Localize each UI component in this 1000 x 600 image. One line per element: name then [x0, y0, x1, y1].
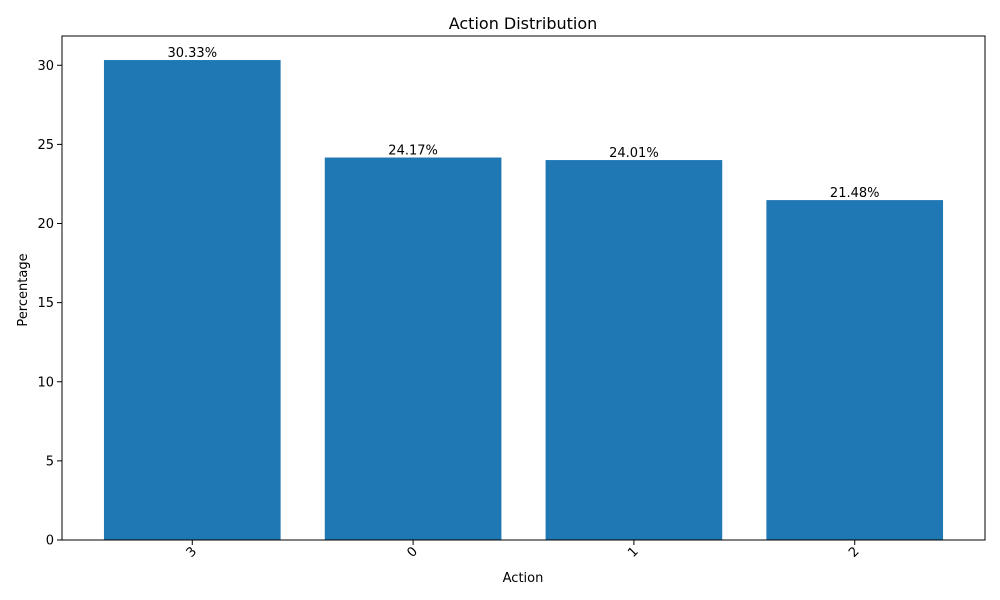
y-axis: 0 5 10 15 20 25 30 [37, 59, 62, 549]
bar-1 [545, 160, 723, 541]
bar-value-label: 30.33% [167, 46, 217, 61]
bar-value-label: 21.48% [830, 186, 880, 201]
y-tick-label: 20 [37, 217, 54, 232]
y-tick-label: 25 [37, 138, 54, 153]
y-axis-title: Percentage [16, 253, 31, 326]
y-tick-label: 5 [46, 454, 54, 469]
bar-value-label: 24.01% [609, 146, 659, 161]
bar-0 [324, 157, 502, 540]
x-axis-title: Action [503, 571, 544, 586]
y-tick-label: 30 [37, 59, 54, 74]
y-tick-label: 15 [37, 296, 54, 311]
bar-2 [766, 200, 944, 540]
bar-labels-group: 30.33% 24.17% 24.01% 21.48% [167, 46, 879, 201]
plot-frame [61, 35, 986, 541]
y-tick-label: 10 [37, 375, 54, 390]
chart-title: Action Distribution [449, 14, 598, 33]
bar-value-label: 24.17% [388, 144, 438, 159]
bar-3 [103, 60, 281, 541]
y-tick-label: 0 [46, 534, 54, 549]
bars-group [103, 60, 944, 541]
